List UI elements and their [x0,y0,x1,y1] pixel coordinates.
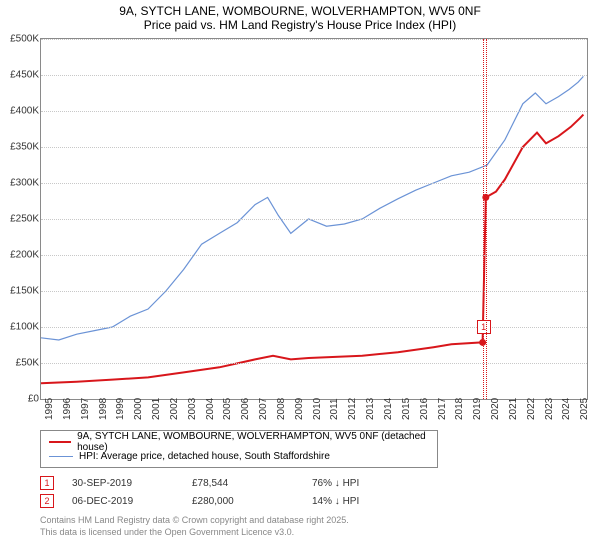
table-row: 1 30-SEP-2019£78,54476% ↓ HPI [40,474,432,492]
x-axis-label: 2009 [294,398,305,420]
x-axis-label: 2001 [151,398,162,420]
x-axis-label: 2005 [222,398,233,420]
x-axis-label: 2008 [276,398,287,420]
x-axis-label: 1998 [98,398,109,420]
gridline [41,363,587,364]
y-axis-label: £0 [3,394,39,405]
legend-swatch [49,441,71,443]
y-axis-label: £450K [3,70,39,81]
gridline [41,219,587,220]
gridline [41,147,587,148]
marker-vline [483,39,484,399]
y-axis-label: £250K [3,214,39,225]
row-marker: 2 [40,494,54,508]
x-axis-label: 2007 [258,398,269,420]
x-axis-label: 1997 [80,398,91,420]
legend-text: HPI: Average price, detached house, Sout… [79,451,330,462]
table-row: 2 06-DEC-2019£280,00014% ↓ HPI [40,492,432,510]
cell-price: £280,000 [192,496,312,507]
x-axis-label: 2024 [561,398,572,420]
x-axis-label: 2020 [490,398,501,420]
footer-line1: Contains HM Land Registry data © Crown c… [40,514,349,526]
x-axis-label: 2018 [454,398,465,420]
row-marker: 1 [40,476,54,490]
x-axis-label: 2023 [544,398,555,420]
x-axis-label: 2019 [472,398,483,420]
chart-title-block: 9A, SYTCH LANE, WOMBOURNE, WOLVERHAMPTON… [0,0,600,32]
y-axis-label: £350K [3,142,39,153]
gridline [41,291,587,292]
x-axis-label: 2010 [312,398,323,420]
x-axis-label: 2015 [401,398,412,420]
legend-row: 9A, SYTCH LANE, WOMBOURNE, WOLVERHAMPTON… [49,435,429,449]
gridline [41,255,587,256]
x-axis-label: 2013 [365,398,376,420]
title-line2: Price paid vs. HM Land Registry's House … [0,18,600,32]
attribution-footer: Contains HM Land Registry data © Crown c… [40,514,349,538]
x-axis-label: 2002 [169,398,180,420]
cell-pct: 76% ↓ HPI [312,478,432,489]
title-line1: 9A, SYTCH LANE, WOMBOURNE, WOLVERHAMPTON… [0,4,600,18]
cell-date: 06-DEC-2019 [72,496,192,507]
series-price_paid [41,115,583,384]
x-axis-label: 1996 [62,398,73,420]
marker-vline [486,39,487,399]
cell-date: 30-SEP-2019 [72,478,192,489]
x-axis-label: 2012 [347,398,358,420]
y-axis-label: £400K [3,106,39,117]
gridline [41,111,587,112]
x-axis-label: 2025 [579,398,590,420]
y-axis-label: £50K [3,358,39,369]
cell-pct: 14% ↓ HPI [312,496,432,507]
x-axis-label: 1995 [44,398,55,420]
x-axis-label: 2011 [329,398,340,420]
y-axis-label: £150K [3,286,39,297]
series-hpi [41,76,583,340]
y-axis-label: £200K [3,250,39,261]
gridline [41,75,587,76]
x-axis-label: 2004 [205,398,216,420]
marker-label: 1 [477,320,491,334]
x-axis-label: 2017 [437,398,448,420]
x-axis-label: 2000 [133,398,144,420]
x-axis-label: 2006 [240,398,251,420]
legend-swatch [49,456,73,457]
x-axis-label: 2022 [526,398,537,420]
gridline [41,183,587,184]
cell-price: £78,544 [192,478,312,489]
chart-plot-area: £0£50K£100K£150K£200K£250K£300K£350K£400… [40,38,588,400]
footer-line2: This data is licensed under the Open Gov… [40,526,349,538]
y-axis-label: £500K [3,34,39,45]
y-axis-label: £300K [3,178,39,189]
chart-legend: 9A, SYTCH LANE, WOMBOURNE, WOLVERHAMPTON… [40,430,438,468]
gridline [41,327,587,328]
x-axis-label: 2003 [187,398,198,420]
x-axis-label: 2016 [419,398,430,420]
transaction-table: 1 30-SEP-2019£78,54476% ↓ HPI 2 06-DEC-2019… [40,474,432,510]
x-axis-label: 2021 [508,398,519,420]
gridline [41,39,587,40]
y-axis-label: £100K [3,322,39,333]
x-axis-label: 2014 [383,398,394,420]
x-axis-label: 1999 [115,398,126,420]
